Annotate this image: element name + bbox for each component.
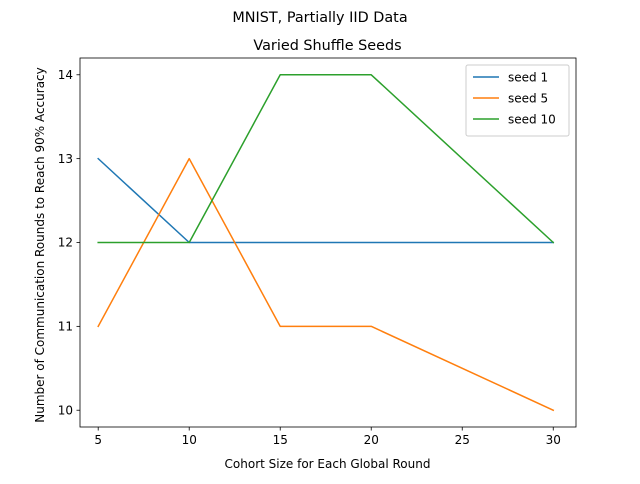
x-tick-label: 25 bbox=[455, 433, 470, 447]
legend: seed 1 seed 5 seed 10 bbox=[466, 65, 569, 136]
figure-title: MNIST, Partially IID Data bbox=[232, 10, 407, 26]
series-line-2 bbox=[98, 159, 553, 411]
legend-label: seed 5 bbox=[508, 91, 548, 105]
y-tick-label: 10 bbox=[58, 403, 73, 417]
legend-label: seed 10 bbox=[508, 112, 556, 126]
y-axis-label: Number of Communication Rounds to Reach … bbox=[33, 67, 47, 423]
x-tick-label: 30 bbox=[546, 433, 561, 447]
chart-title: Varied Shuffle Seeds bbox=[253, 38, 401, 54]
y-tick-label: 12 bbox=[58, 236, 73, 250]
legend-label: seed 1 bbox=[508, 70, 548, 84]
x-tick-label: 10 bbox=[182, 433, 197, 447]
y-tick-label: 14 bbox=[58, 68, 73, 82]
y-tick-label: 11 bbox=[58, 320, 73, 334]
y-tick-label: 13 bbox=[58, 152, 73, 166]
x-tick-label: 5 bbox=[94, 433, 102, 447]
x-axis-label: Cohort Size for Each Global Round bbox=[225, 457, 431, 471]
x-tick-label: 15 bbox=[273, 433, 288, 447]
x-tick-label: 20 bbox=[364, 433, 379, 447]
